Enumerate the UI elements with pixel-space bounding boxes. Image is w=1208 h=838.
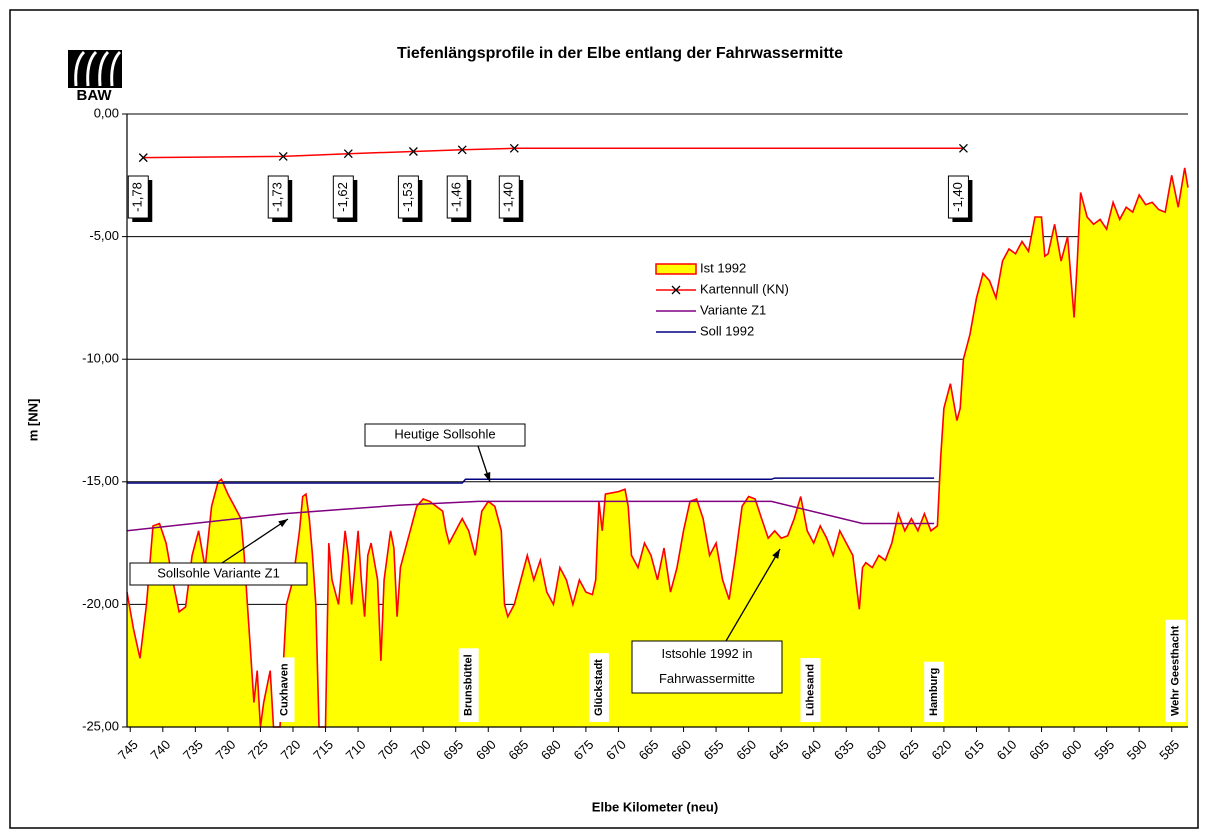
annotation-box (364, 423, 526, 447)
legend-marker (671, 285, 681, 295)
marker (343, 149, 353, 159)
annotation-box (631, 640, 783, 694)
legend-label: Ist 1992 (700, 260, 746, 275)
label-box (332, 175, 354, 219)
area (127, 167, 1188, 727)
annotation: Istsohle 1992 in (661, 646, 752, 661)
logo-text: BAW (77, 87, 113, 104)
y-tick-label: -5,00 (89, 228, 119, 243)
place-box (588, 653, 609, 722)
arrow (221, 518, 289, 564)
label-box (267, 175, 289, 219)
legend-label: Kartennull (KN) (700, 281, 789, 296)
area-outline (126, 167, 1189, 728)
data-label: -1,73 (270, 182, 285, 212)
y-tick-label: -20,00 (82, 596, 119, 611)
place-label: Lühesand (804, 664, 816, 716)
data-label: -1,53 (400, 182, 415, 212)
annotation: Sollsohle Variante Z1 (157, 565, 280, 580)
data-label: -1,40 (950, 182, 965, 212)
arrow-head (772, 549, 780, 559)
place-label: Wehr Geesthacht (1170, 625, 1182, 716)
place-label: Glückstadt (593, 659, 605, 716)
place-box (924, 661, 945, 722)
marker (457, 145, 467, 155)
marker (278, 151, 288, 161)
place-label: Hamburg (928, 668, 940, 716)
x-axis-label: Elbe Kilometer (neu) (592, 799, 718, 814)
label-box (947, 175, 969, 219)
marker (408, 147, 418, 156)
y-tick-label: 0,00 (94, 105, 119, 120)
annotation-box (129, 562, 308, 586)
place-box (274, 657, 295, 722)
marker (138, 153, 148, 163)
arrow-head (483, 472, 491, 482)
marker (509, 143, 519, 153)
place-label: Brunsbüttel (463, 654, 475, 716)
data-label: -1,40 (501, 182, 516, 212)
line (127, 477, 935, 484)
place-box (1165, 619, 1186, 722)
y-axis-label: m [NN] (25, 399, 40, 442)
label-box (397, 175, 419, 219)
place-box (458, 648, 479, 722)
place-label: Cuxhaven (278, 663, 290, 716)
legend-swatch (655, 263, 697, 275)
annotation: Heutige Sollsohle (394, 426, 495, 441)
arrow (725, 548, 781, 642)
label-box (127, 175, 149, 219)
data-label: -1,78 (130, 182, 145, 212)
y-tick-label: -25,00 (82, 718, 119, 733)
legend-label: Soll 1992 (700, 323, 754, 338)
line (126, 500, 935, 532)
place-box (800, 658, 821, 722)
y-tick-label: -15,00 (82, 473, 119, 488)
legend-label: Variante Z1 (700, 302, 766, 317)
label-box (446, 175, 468, 219)
arrow-head (278, 519, 288, 528)
data-label: -1,62 (335, 182, 350, 212)
logo: BAW (68, 50, 122, 104)
y-tick-label: -10,00 (82, 351, 119, 366)
annotation: Fahrwassermitte (659, 671, 755, 686)
label-box (498, 175, 520, 219)
chart-title: Tiefenlängsprofile in der Elbe entlang d… (397, 45, 843, 62)
legend: Ist 1992 Kartennull (KN) Variante Z1 Soll 1… (652, 257, 838, 341)
data-label: -1,46 (449, 182, 464, 212)
marker (958, 143, 968, 153)
